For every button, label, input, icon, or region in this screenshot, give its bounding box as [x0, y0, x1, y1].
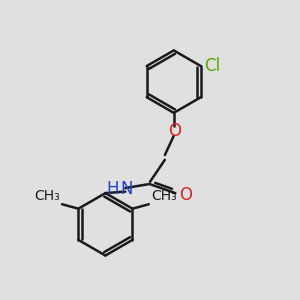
Text: O: O	[179, 186, 192, 204]
Text: Cl: Cl	[204, 57, 220, 75]
Text: CH₃: CH₃	[151, 189, 177, 203]
Text: N: N	[121, 180, 134, 198]
Text: O: O	[168, 122, 181, 140]
Text: H: H	[106, 180, 119, 198]
Text: CH₃: CH₃	[34, 189, 60, 203]
